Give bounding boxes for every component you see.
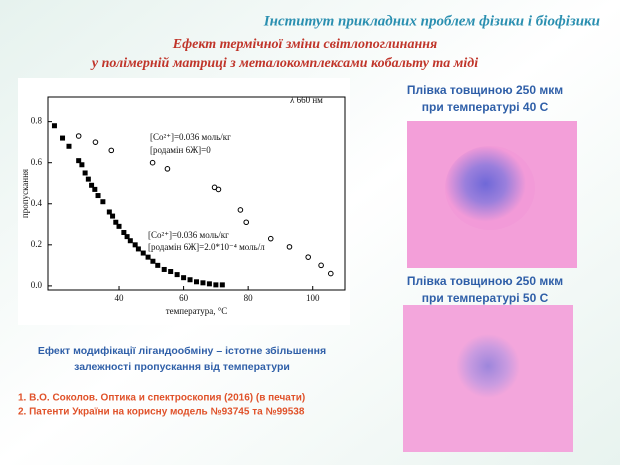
point [76,158,82,164]
point [215,186,222,193]
y-tick-label: 0.2 [31,239,42,249]
point [150,258,156,264]
point [318,262,324,269]
x-tick-label: 100 [306,293,320,303]
x-tick-label: 40 [115,293,125,303]
point [92,139,99,145]
point [327,270,334,277]
chart: 0.0 0.2 0.4 0.6 0.8 40 60 80 100 температура, °C п… [20,95,346,316]
point [66,143,72,149]
chart-panel [18,78,350,325]
point [181,275,187,281]
x-tick-label: 60 [179,293,189,303]
point [149,159,156,166]
point [92,186,98,192]
point [110,213,116,219]
point [60,135,66,141]
annotation: [родамін 6Ж]=0 [150,145,211,155]
chart-caption: залежності пропускання від температури [74,361,290,373]
point [127,238,133,244]
title: у полімерній матриці з металокомплексами… [90,56,478,71]
annotation: [Co²⁺]=0.036 моль/кг [150,132,231,142]
annotation: λ 660 нм [290,95,323,105]
point [108,147,115,154]
photo-spot [445,146,535,230]
point [267,235,274,242]
point [75,133,82,139]
point [161,266,167,272]
y-axis-label: пропускання [20,169,30,218]
x-tick-label: 80 [244,293,254,303]
reference: 2. Патенти України на корисну модель №93… [18,407,305,418]
photo-spot [448,330,528,410]
point [168,269,174,275]
point [121,230,127,236]
point [174,272,180,278]
y-tick-label: 0.6 [31,157,43,167]
point [135,246,141,252]
point [155,262,161,268]
plot-frame [47,96,346,291]
x-axis-label: температура, °C [166,306,228,316]
point [95,193,101,199]
point [164,166,171,172]
point [79,162,85,168]
point [116,223,122,229]
y-tick-label: 0.0 [31,280,43,290]
point [243,219,250,226]
point [219,282,225,288]
point [286,244,293,250]
annotation: [Co²⁺]=0.036 моль/кг [148,230,229,240]
point [237,207,244,213]
y-tick-label: 0.8 [31,116,43,126]
point [140,250,146,256]
point [100,199,106,205]
point [85,176,91,182]
title: Ефект термічної зміни світлопоглинання [172,37,437,52]
reference: 1. В.О. Соколов. Оптика и спектроскопия … [18,393,305,404]
point [82,170,88,176]
point [187,277,193,283]
photo-caption: при температурі 40 С [422,100,549,114]
annotation: [родамін 6Ж]=2.0*10⁻⁴ моль/л [148,242,265,252]
point [124,234,130,240]
point [213,282,219,288]
point [51,123,57,129]
photo-caption: Плівка товщиною 250 мкм [407,274,563,288]
photo-caption: Плівка товщиною 250 мкм [407,83,563,97]
point [132,242,138,248]
point [200,280,206,286]
point [113,219,119,225]
y-tick-label: 0.4 [31,198,43,208]
point [106,209,112,215]
point [89,182,95,188]
institute: Інститут прикладних проблем фізики і біо… [263,13,600,29]
point [194,279,199,285]
point [305,254,311,260]
chart-caption: Ефект модифікації лігандообміну – істотн… [38,345,326,357]
point [206,281,212,287]
point [145,254,151,260]
photo-caption: при температурі 50 С [422,291,549,305]
